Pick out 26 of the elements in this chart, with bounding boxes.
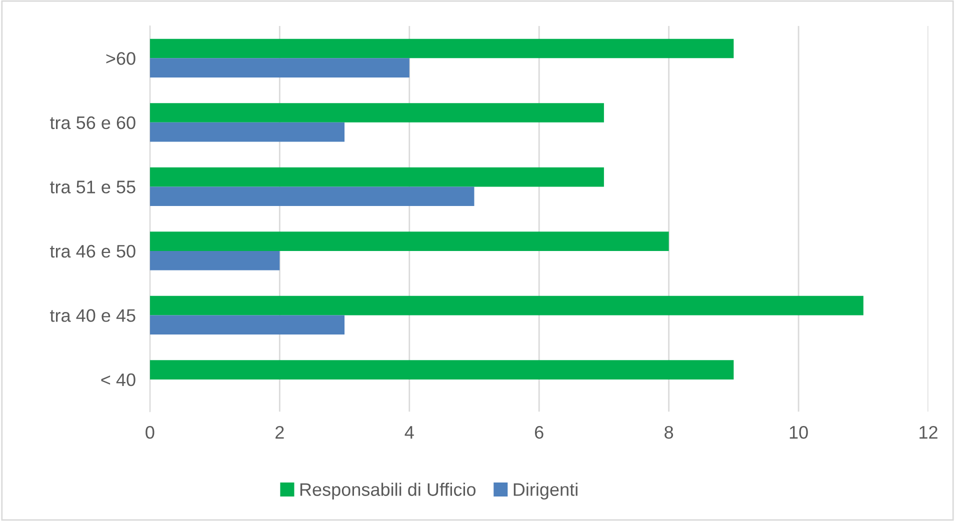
bar — [150, 186, 474, 206]
bar — [150, 58, 410, 78]
bar — [150, 296, 864, 316]
bar — [150, 122, 345, 142]
y-tick-label: tra 40 e 45 — [50, 309, 136, 322]
x-tick-label: 10 — [790, 426, 808, 439]
bar — [150, 360, 734, 380]
y-tick-label: >60 — [106, 52, 136, 65]
bar — [150, 232, 669, 251]
y-tick-label: tra 51 e 55 — [50, 180, 136, 194]
bar — [150, 250, 280, 270]
legend-label: Responsabili di Ufficio — [300, 482, 476, 500]
bar — [150, 38, 734, 58]
bar — [150, 103, 604, 122]
x-tick-label: 4 — [404, 426, 414, 439]
x-tick-label: 12 — [920, 426, 938, 439]
legend-label: Dirigenti — [514, 482, 578, 500]
y-tick-label: < 40 — [101, 373, 136, 386]
x-tick-label: 6 — [534, 426, 544, 439]
y-tick-label: tra 56 e 60 — [50, 116, 136, 130]
x-tick-label: 8 — [664, 426, 674, 439]
bar — [150, 167, 604, 187]
bar — [150, 315, 345, 334]
y-tick-label: tra 46 e 50 — [50, 244, 136, 258]
x-tick-label: 2 — [276, 426, 284, 439]
x-tick-label: 0 — [146, 426, 154, 439]
